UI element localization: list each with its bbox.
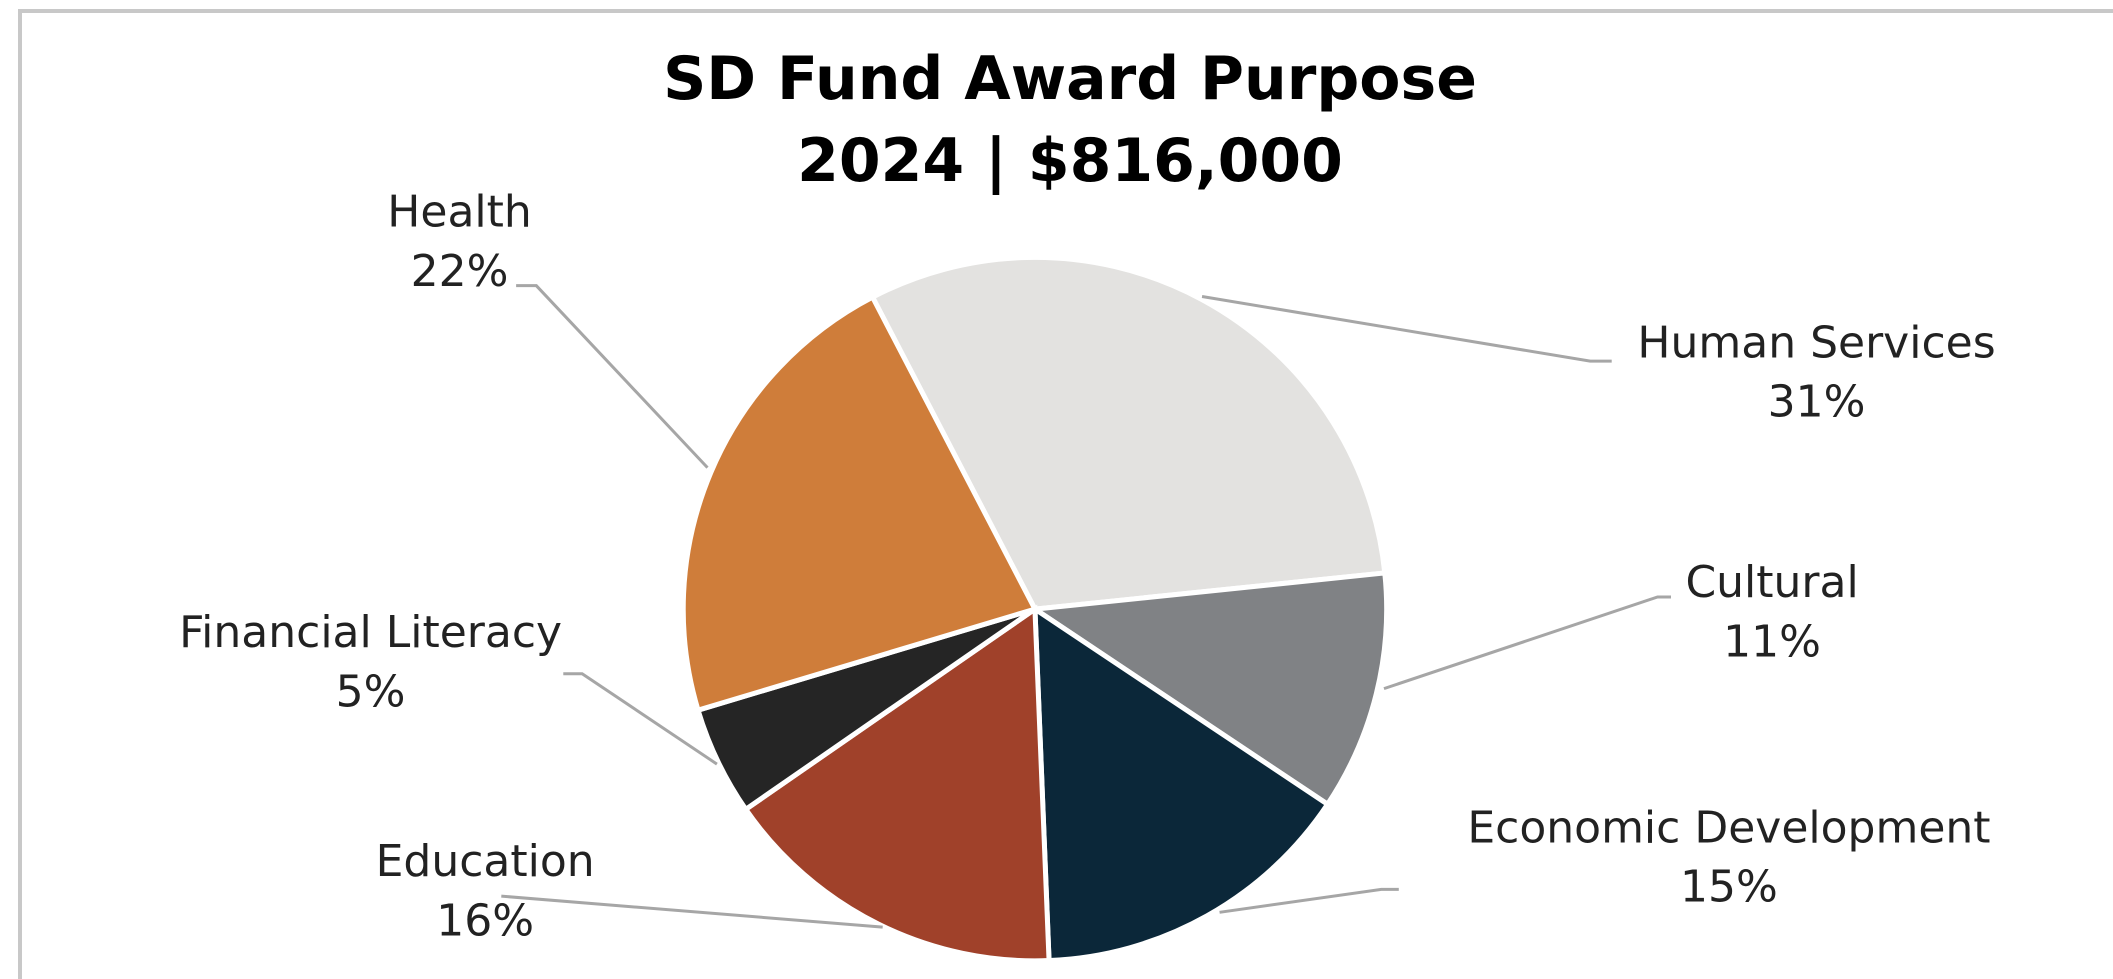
pie-slice [1032, 604, 1332, 964]
category-label: Health [387, 187, 531, 238]
category-label: Human Services [1637, 317, 1995, 368]
value-label: 31% [1768, 377, 1866, 428]
category-label: Financial Literacy [179, 607, 562, 658]
leader-line [563, 672, 718, 766]
chart-title: SD Fund Award Purpose [663, 44, 1477, 114]
chart-subtitle: 2024 | $816,000 [797, 126, 1343, 196]
pie-slice [742, 604, 1052, 964]
pie-slice [680, 293, 1039, 714]
category-label: Education [376, 836, 595, 887]
category-label: Economic Development [1467, 802, 1990, 853]
value-label: 11% [1723, 616, 1821, 667]
value-label: 16% [436, 895, 534, 946]
leader-line [1219, 887, 1399, 914]
pie-slice [1027, 570, 1390, 808]
category-label: Cultural [1685, 557, 1858, 608]
leader-line [501, 894, 883, 929]
pie-slice [869, 254, 1388, 612]
value-label: 5% [336, 666, 406, 717]
leader-line [516, 284, 709, 469]
value-label: 22% [411, 246, 509, 297]
value-label: 15% [1680, 862, 1778, 913]
leader-line [1201, 294, 1612, 363]
leader-line [1383, 595, 1671, 691]
